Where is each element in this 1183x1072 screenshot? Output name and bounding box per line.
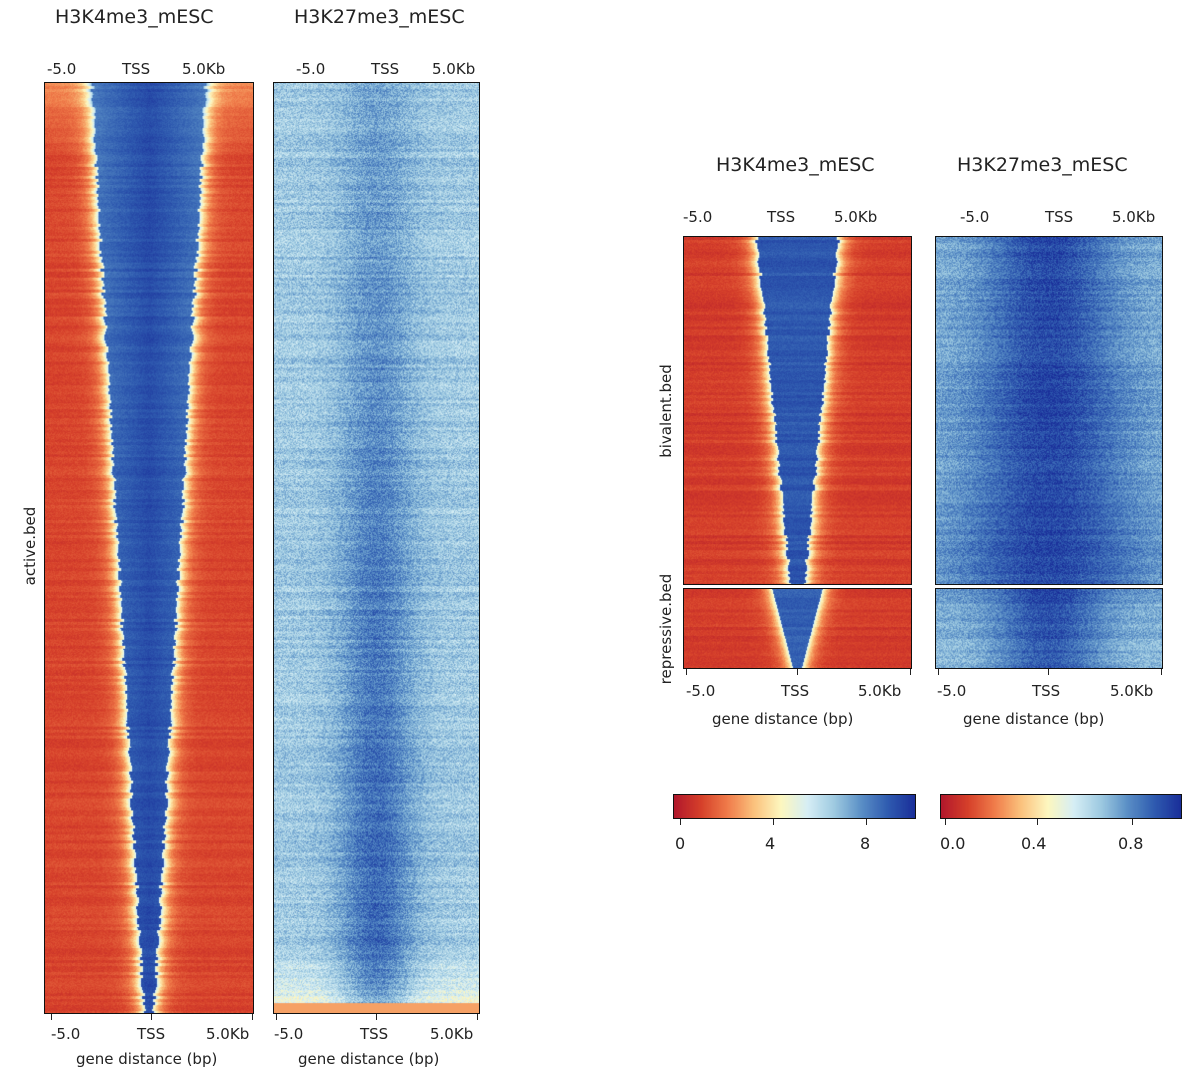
left-p2-top-tick-left: -5.0 bbox=[296, 60, 326, 78]
tick-mark bbox=[680, 819, 681, 825]
left-h3k27me3-title: H3K27me3_mESC bbox=[294, 6, 465, 28]
right-h3k4me3-title: H3K4me3_mESC bbox=[716, 154, 875, 176]
tick-mark bbox=[938, 669, 939, 675]
colorbar-h3k27me3 bbox=[940, 794, 1182, 819]
heatmap-right-h3k4me3-bivalent bbox=[683, 236, 912, 585]
colorbar1-tick-8: 8 bbox=[860, 834, 871, 853]
left-p1-top-tick-right: 5.0Kb bbox=[182, 60, 226, 78]
right-p2-bottom-tick-left: -5.0 bbox=[937, 682, 967, 700]
tick-mark bbox=[866, 819, 867, 825]
tick-mark bbox=[151, 1014, 152, 1020]
tick-mark bbox=[797, 669, 798, 675]
right-p1-top-tick-right: 5.0Kb bbox=[834, 208, 878, 226]
row-label-active: active.bed bbox=[21, 506, 39, 586]
colorbar1-tick-0: 0 bbox=[675, 834, 686, 853]
left-p2-top-tick-right: 5.0Kb bbox=[432, 60, 476, 78]
left-p2-bottom-tick-tss: TSS bbox=[360, 1025, 389, 1043]
left-p1-top-tick-left: -5.0 bbox=[47, 60, 77, 78]
right-p2-top-tick-right: 5.0Kb bbox=[1112, 208, 1156, 226]
right-p2-bottom-tick-right: 5.0Kb bbox=[1110, 682, 1154, 700]
left-p1-bottom-tick-tss: TSS bbox=[137, 1025, 166, 1043]
right-h3k27me3-title: H3K27me3_mESC bbox=[957, 154, 1128, 176]
colorbar2-tick-04: 0.4 bbox=[1021, 834, 1047, 853]
heatmap-right-h3k4me3-repressive bbox=[683, 588, 912, 669]
colorbar2-tick-08: 0.8 bbox=[1118, 834, 1144, 853]
right-p1-bottom-tick-left: -5.0 bbox=[686, 682, 716, 700]
right-p2-top-tick-left: -5.0 bbox=[960, 208, 990, 226]
left-p1-bottom-tick-left: -5.0 bbox=[51, 1025, 81, 1043]
colorbar2-tick-0: 0.0 bbox=[940, 834, 966, 853]
left-p2-bottom-tick-right: 5.0Kb bbox=[430, 1025, 474, 1043]
tick-mark bbox=[51, 1014, 52, 1020]
right-p1-top-tick-tss: TSS bbox=[767, 208, 796, 226]
tick-mark bbox=[1048, 669, 1049, 675]
tick-mark bbox=[1037, 819, 1038, 825]
left-p1-top-tick-tss: TSS bbox=[122, 60, 151, 78]
right-p1-bottom-tick-tss: TSS bbox=[781, 682, 810, 700]
heatmap-right-h3k27me3-bivalent bbox=[935, 236, 1163, 585]
tick-mark bbox=[376, 1014, 377, 1020]
tick-mark bbox=[1132, 819, 1133, 825]
heatmap-left-h3k27me3 bbox=[273, 82, 480, 1014]
tick-mark bbox=[1161, 669, 1162, 675]
left-p1-xlabel: gene distance (bp) bbox=[76, 1050, 218, 1068]
row-label-repressive: repressive.bed bbox=[657, 573, 675, 685]
tick-mark bbox=[910, 669, 911, 675]
tick-mark bbox=[945, 819, 946, 825]
left-h3k4me3-title: H3K4me3_mESC bbox=[55, 6, 214, 28]
tick-mark bbox=[276, 1014, 277, 1020]
tick-mark bbox=[252, 1014, 253, 1020]
colorbar1-tick-4: 4 bbox=[765, 834, 776, 853]
tick-mark bbox=[686, 669, 687, 675]
heatmap-left-h3k4me3 bbox=[44, 82, 254, 1014]
right-p2-top-tick-tss: TSS bbox=[1045, 208, 1074, 226]
right-p2-bottom-tick-tss: TSS bbox=[1032, 682, 1061, 700]
heatmap-right-h3k27me3-repressive bbox=[935, 588, 1163, 669]
tick-mark bbox=[773, 819, 774, 825]
left-p2-bottom-tick-left: -5.0 bbox=[274, 1025, 304, 1043]
left-p2-top-tick-tss: TSS bbox=[371, 60, 400, 78]
tick-mark bbox=[477, 1014, 478, 1020]
right-p1-top-tick-left: -5.0 bbox=[683, 208, 713, 226]
left-p1-bottom-tick-right: 5.0Kb bbox=[206, 1025, 250, 1043]
colorbar-h3k4me3 bbox=[673, 794, 916, 819]
right-p1-bottom-tick-right: 5.0Kb bbox=[858, 682, 902, 700]
right-p1-xlabel: gene distance (bp) bbox=[712, 710, 854, 728]
row-label-bivalent: bivalent.bed bbox=[657, 364, 675, 458]
left-p2-xlabel: gene distance (bp) bbox=[298, 1050, 440, 1068]
right-p2-xlabel: gene distance (bp) bbox=[963, 710, 1105, 728]
